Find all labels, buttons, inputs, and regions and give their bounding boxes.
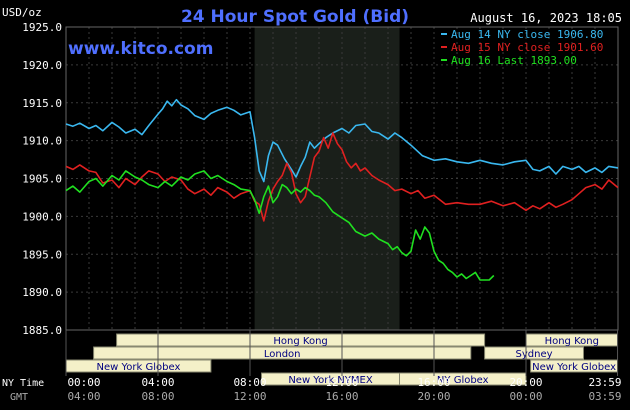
session-band [116, 333, 486, 347]
legend-entry: Aug 14 NY close 1906.80 [451, 28, 603, 41]
x-tick-label-ny: 20:00 [509, 376, 542, 389]
y-tick-label: 1885.0 [22, 324, 62, 337]
x-tick-label-gmt: 04:00 [67, 390, 100, 403]
session-label: Hong Kong [273, 336, 327, 347]
x-tick-label-gmt: 08:00 [141, 390, 174, 403]
y-tick-label: 1900.0 [22, 210, 62, 223]
x-tick-label-gmt: 20:00 [417, 390, 450, 403]
x-tick-label-ny: 00:00 [67, 376, 100, 389]
y-tick-label: 1890.0 [22, 286, 62, 299]
x-tick-label-gmt: 03:59 [588, 390, 621, 403]
axes: 1925.0 1920.0 1915.0 1910.0 1905.0 1900.0 1895… [2, 21, 622, 403]
x-tick-label-ny: 23:59 [588, 376, 621, 389]
session-band [399, 372, 527, 386]
y-tick-label: 1920.0 [22, 59, 62, 72]
chart-title: 24 Hour Spot Gold (Bid) [181, 7, 409, 27]
market-sessions: Hong Kong London New York Globex New York N… [65, 333, 619, 386]
session-label: Hong Kong [545, 336, 599, 347]
y-tick-label: 1915.0 [22, 97, 62, 110]
series-line-3 [65, 170, 495, 281]
x-tick-label-gmt: 12:00 [233, 390, 266, 403]
series-line-1 [65, 98, 619, 183]
x-tick-label-gmt: 16:00 [325, 390, 358, 403]
session-band [484, 346, 585, 360]
y-tick-label: 1910.0 [22, 135, 62, 148]
session-label: Sydney [516, 349, 553, 360]
legend-entry: Aug 15 NY close 1901.60 [451, 41, 603, 54]
session-band [93, 346, 472, 360]
session-label: London [264, 349, 301, 360]
y-axis-unit-label: USD/oz [2, 6, 42, 19]
series-layer [65, 98, 619, 281]
session-label: NY Globex [437, 375, 489, 386]
session-label: New York Globex [532, 362, 616, 373]
y-tick-label: 1895.0 [22, 248, 62, 261]
session-label: New York NYMEX [288, 375, 373, 386]
legend-entry: Aug 16 Last 1893.00 [451, 54, 577, 67]
y-tick-label: 1925.0 [22, 21, 62, 34]
chart-datetime: August 16, 2023 18:05 [470, 11, 622, 25]
plot-area [65, 26, 619, 331]
x-tick-label-ny: 12:00 [325, 376, 358, 389]
session-label: New York Globex [97, 362, 181, 373]
x-tick-label-ny: 08:00 [233, 376, 266, 389]
x-tick-label-gmt: 00:00 [509, 390, 542, 403]
x-row-label-gmt: GMT [10, 392, 28, 403]
watermark-text: www.kitco.com [68, 39, 213, 59]
x-tick-label-ny: 16:00 [417, 376, 450, 389]
x-row-label-ny: NY Time [2, 378, 44, 389]
x-tick-label-ny: 04:00 [141, 376, 174, 389]
y-tick-label: 1905.0 [22, 173, 62, 186]
